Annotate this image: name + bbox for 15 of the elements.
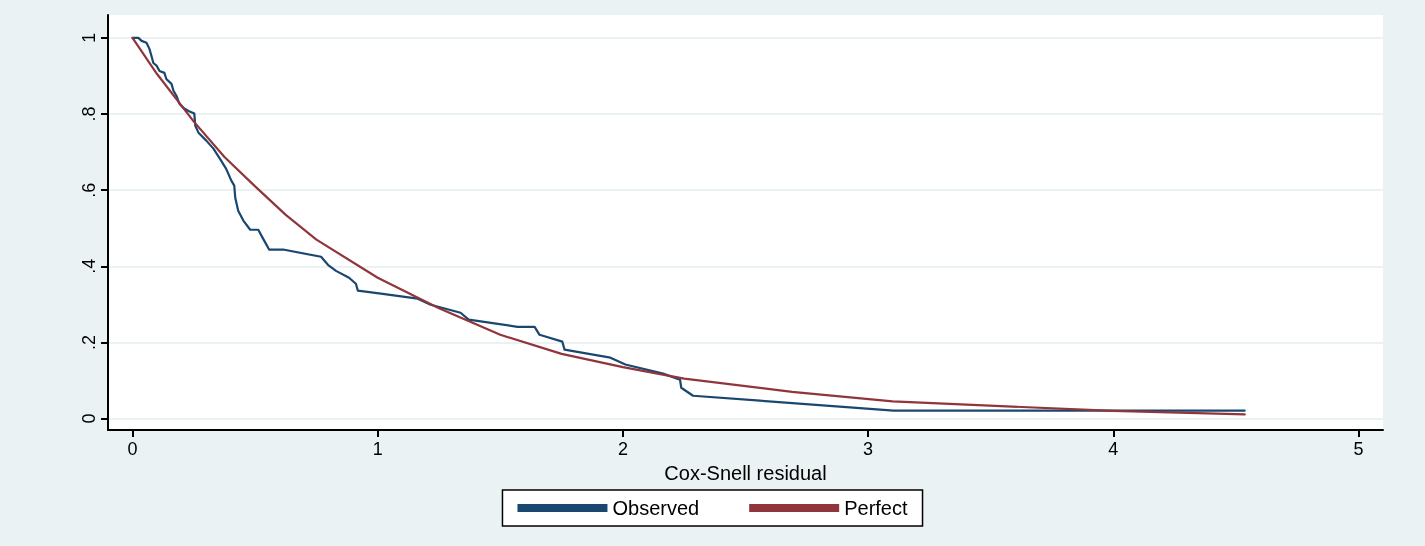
- y-tick-label: .2: [79, 334, 99, 350]
- y-tick-label: 1: [79, 32, 99, 43]
- legend-label: Perfect: [844, 497, 908, 519]
- y-tick-label: .4: [79, 258, 99, 274]
- x-tick-label: 1: [372, 439, 383, 459]
- x-tick-label: 2: [617, 439, 628, 459]
- x-axis-title: Cox-Snell residual: [664, 461, 827, 484]
- x-tick-label: 3: [863, 439, 874, 459]
- x-tick-label: 0: [127, 439, 138, 459]
- y-tick-label: .6: [79, 182, 99, 198]
- legend-label: Observed: [612, 497, 700, 519]
- y-tick-label: 0: [79, 413, 99, 424]
- x-tick-label: 5: [1353, 439, 1364, 459]
- x-tick-label: 4: [1108, 439, 1119, 459]
- y-tick-label: .8: [79, 106, 99, 122]
